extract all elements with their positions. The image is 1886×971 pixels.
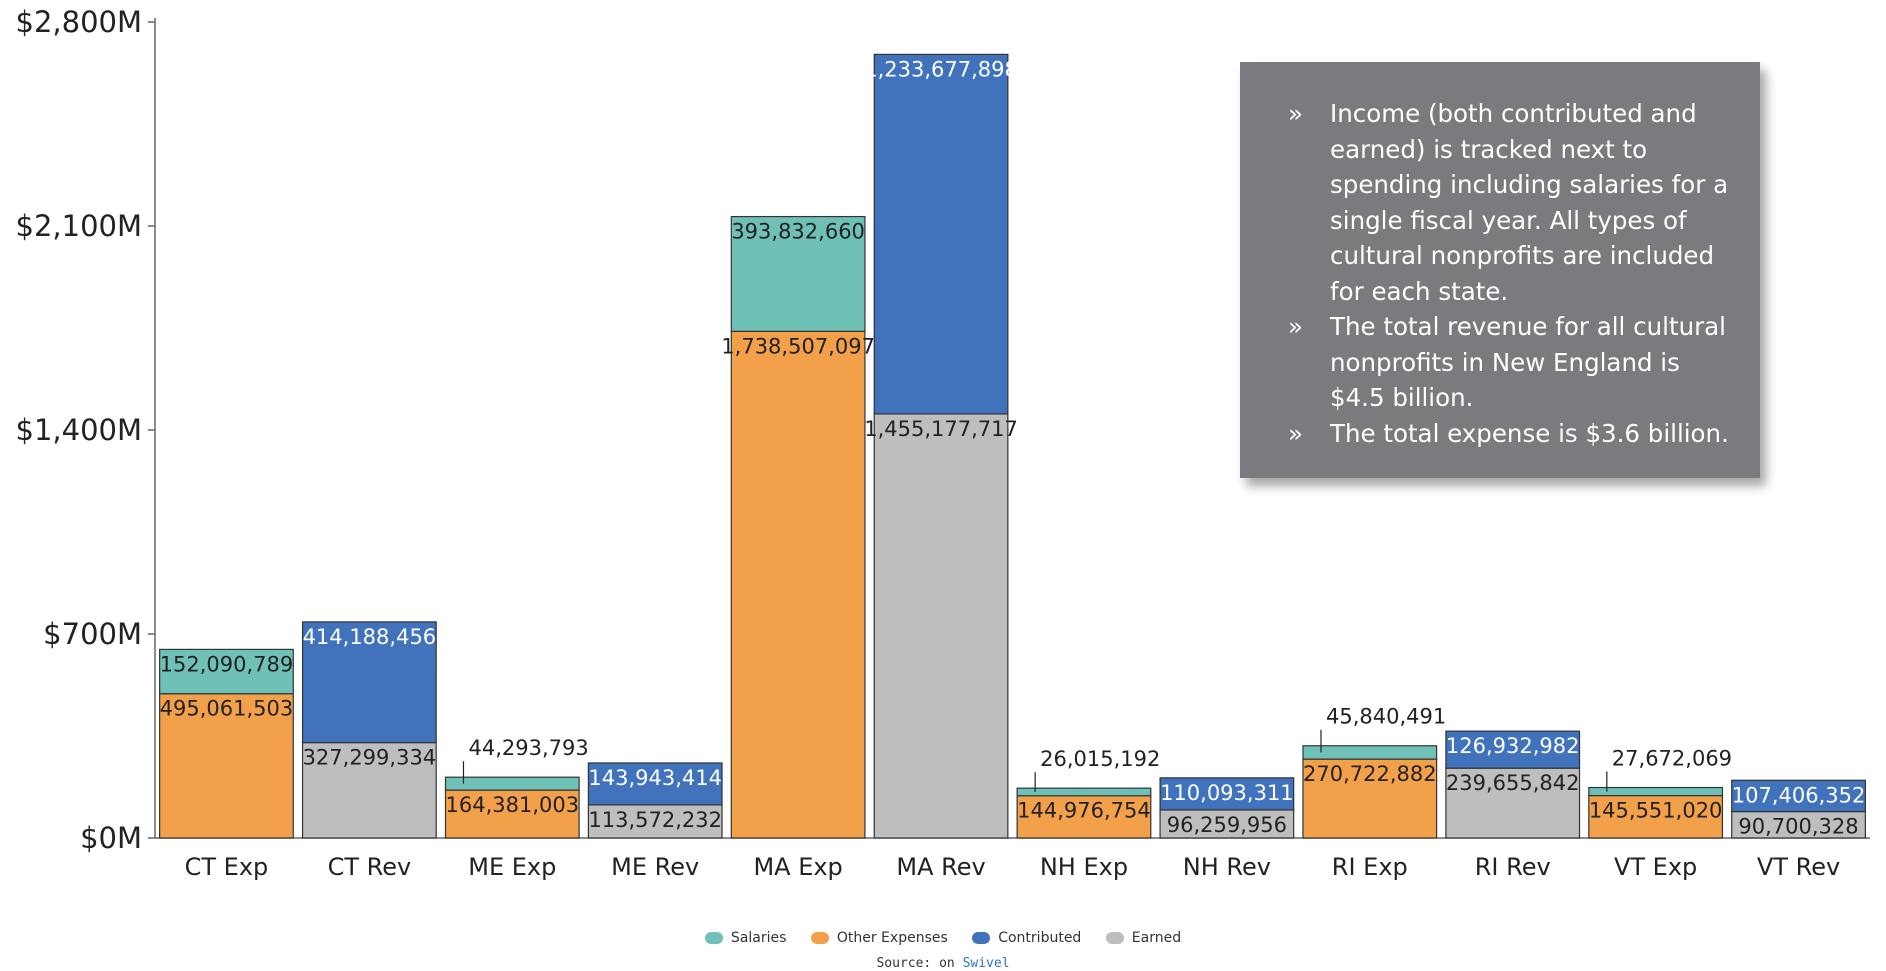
source-note: Source: on Swivel (876, 956, 1010, 971)
legend-item-earned[interactable]: Earned (1105, 930, 1181, 946)
x-tick-label: NH Exp (1040, 853, 1128, 881)
bar-segment-salaries (730, 215, 866, 332)
info-item: » Income (both contributed and earned) is… (1288, 96, 1730, 309)
x-tick-label: RI Rev (1475, 853, 1551, 881)
bar-segment-other-expenses (1302, 758, 1438, 839)
info-box: » Income (both contributed and earned) is… (1240, 62, 1760, 478)
bar-segment-earned (301, 742, 437, 839)
bar-segment-earned (1731, 810, 1866, 839)
x-tick-label: VT Exp (1614, 853, 1697, 881)
legend-swatch (810, 932, 829, 944)
data-label: 270,722,882 (1303, 762, 1437, 786)
bullet-icon: » (1288, 418, 1303, 448)
bar-segment-salaries (1588, 786, 1724, 797)
x-tick-label: MA Rev (896, 853, 985, 881)
bar-segment-earned (1159, 809, 1295, 839)
data-label: 113,572,232 (588, 808, 722, 832)
info-item: » The total revenue for all cultural nonp… (1288, 309, 1730, 416)
data-label: 152,090,789 (160, 652, 294, 676)
data-label: 145,551,020 (1589, 799, 1723, 823)
legend-swatch (1105, 932, 1124, 944)
y-tick-label: $0M (80, 821, 142, 855)
bullet-icon: » (1288, 99, 1303, 128)
data-label: 26,015,192 (1040, 747, 1160, 771)
data-label: 495,061,503 (160, 697, 294, 721)
bar-segment-salaries (159, 648, 294, 695)
data-label: 327,299,334 (303, 746, 437, 770)
bar-segment-contributed (301, 621, 437, 744)
x-tick-label: CT Exp (185, 853, 269, 881)
bar-segment-contributed (1445, 730, 1581, 769)
y-tick-label: $2,100M (16, 209, 143, 243)
bar-segment-other-expenses (159, 693, 294, 839)
data-label: 164,381,003 (445, 793, 579, 817)
data-label: 1,455,177,717 (864, 417, 1018, 441)
y-tick-label: $700M (43, 617, 142, 651)
bar-segment-salaries (444, 776, 580, 791)
bar-segment-contributed (1731, 779, 1866, 813)
data-label: 1,233,677,898 (864, 57, 1018, 81)
data-label: 144,976,754 (1017, 799, 1151, 823)
y-tick-label: $2,800M (16, 5, 143, 39)
legend-swatch (972, 932, 991, 944)
bar-segment-contributed (587, 762, 723, 806)
data-label: 239,655,842 (1446, 771, 1580, 795)
data-label: 126,932,982 (1446, 734, 1580, 758)
bar-segment-earned (587, 804, 723, 839)
x-tick-label: VT Rev (1757, 853, 1840, 881)
data-label: 45,840,491 (1326, 705, 1446, 729)
bar-segment-contributed (1159, 777, 1295, 811)
data-label: 414,188,456 (303, 625, 437, 649)
data-label: 90,700,328 (1738, 815, 1858, 839)
source-link[interactable]: Swivel (962, 956, 1010, 971)
info-item: » The total expense is $3.6 billion. (1288, 416, 1730, 452)
bar-segment-earned (1445, 767, 1581, 839)
data-label: 143,943,414 (588, 766, 722, 790)
data-label: 1,738,507,097 (721, 334, 875, 358)
bar-segment-salaries (1302, 745, 1438, 760)
data-label: 44,293,793 (468, 736, 588, 760)
bar-segment-earned (873, 413, 1009, 839)
x-tick-label: CT Rev (328, 853, 412, 881)
bar-segment-other-expenses (730, 330, 866, 839)
bar-segment-other-expenses (1588, 794, 1724, 839)
legend-item-other-expenses[interactable]: Other Expenses (810, 930, 948, 946)
x-tick-label: ME Rev (611, 853, 699, 881)
data-label: 27,672,069 (1612, 747, 1732, 771)
x-tick-label: NH Rev (1183, 853, 1271, 881)
bar-segment-contributed (873, 53, 1009, 415)
bar-segment-other-expenses (444, 789, 580, 839)
data-label: 107,406,352 (1732, 783, 1866, 807)
data-label: 393,832,660 (731, 220, 865, 244)
x-tick-label: ME Exp (468, 853, 556, 881)
x-tick-label: RI Exp (1332, 853, 1408, 881)
bar-segment-salaries (1016, 787, 1152, 797)
legend-swatch (704, 932, 723, 944)
data-label: 96,259,956 (1167, 813, 1287, 837)
bullet-icon: » (1288, 312, 1303, 341)
legend: Salaries Other Expenses Contributed Earn… (0, 930, 1886, 946)
y-tick-label: $1,400M (16, 413, 143, 447)
legend-item-contributed[interactable]: Contributed (972, 930, 1081, 946)
legend-item-salaries[interactable]: Salaries (704, 930, 786, 946)
x-tick-label: MA Exp (753, 853, 842, 881)
data-label: 110,093,311 (1160, 781, 1294, 805)
